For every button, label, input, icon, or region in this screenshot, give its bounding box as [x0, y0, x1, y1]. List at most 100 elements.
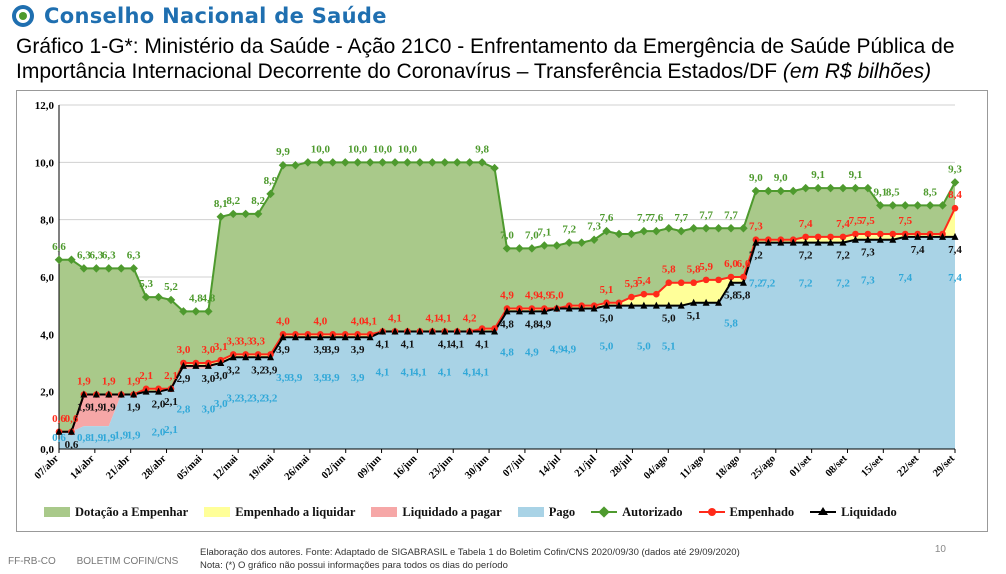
empenhado-data-label: 1,9	[102, 376, 116, 388]
autorizado-point	[166, 295, 176, 305]
empenhado-data-label: 6,0	[724, 258, 738, 270]
footer-note: Elaboração dos autores. Fonte: Adaptado …	[200, 546, 740, 572]
liquidado-point	[540, 307, 548, 315]
liquidado-point	[267, 353, 275, 361]
autorizado-point	[527, 244, 537, 253]
liquidado-point	[466, 327, 474, 335]
liquidado-point	[665, 301, 673, 309]
x-tick-label: 29/set	[931, 453, 957, 479]
autorizado-data-label: 7,1	[537, 226, 551, 238]
autorizado-point	[340, 158, 350, 167]
x-tick-label: 21/abr	[104, 453, 133, 482]
empenhado-data-label: 4,9	[537, 290, 551, 302]
empenhado-point	[814, 233, 822, 241]
legend-swatch-empenhado-liquidar	[204, 507, 231, 517]
legend-label: Dotação a Empenhar	[75, 504, 189, 519]
liquidado-point	[565, 304, 573, 312]
pago-data-label: 1,9	[102, 432, 116, 444]
liquidado-point	[515, 307, 523, 315]
legend-item-liquidado: Liquidado	[810, 505, 897, 520]
pago-data-label: 7,2	[836, 278, 850, 290]
liquidado-point	[341, 333, 349, 341]
autorizado-data-label: 10,0	[398, 143, 418, 155]
empenhado-data-label: 3,3	[251, 335, 265, 347]
liquidado-point	[416, 327, 424, 335]
liquidado-point	[329, 333, 337, 341]
legend-item-pago: Pago	[517, 505, 575, 520]
liquidado-point	[889, 235, 897, 243]
autorizado-point	[104, 264, 114, 273]
liquidado-point	[217, 359, 225, 366]
legend-label: Empenhado a liquidar	[235, 504, 356, 519]
empenhado-point	[677, 279, 685, 287]
liquidado-point	[130, 390, 138, 398]
empenhado-point	[628, 293, 635, 301]
empenhado-point	[690, 279, 697, 287]
autorizado-point	[403, 158, 412, 167]
autorizado-point	[316, 158, 325, 167]
x-tick-label: 21/jul	[573, 453, 599, 479]
liquidado-point	[204, 361, 212, 369]
pago-data-label: 3,9	[351, 372, 365, 384]
org-name: Conselho Nacional de Saúde	[44, 4, 387, 28]
x-tick-label: 30/jun	[463, 453, 491, 481]
autorizado-data-label: 8,2	[251, 195, 265, 207]
pago-data-label: 4,9	[562, 344, 576, 356]
liquidado-point	[876, 235, 884, 243]
autorizado-data-label: 9,0	[749, 172, 763, 184]
autorizado-data-label: 4,8	[189, 292, 203, 304]
empenhado-point	[665, 279, 673, 287]
empenhado-data-label: 3,3	[239, 335, 253, 347]
autorizado-point	[278, 160, 288, 170]
empenhado-data-label: 0,6	[65, 413, 79, 425]
x-tick-label: 22/set	[895, 453, 921, 479]
legend: Dotação a Empenhar Empenhado a liquidar …	[44, 502, 913, 522]
pago-data-label: 3,9	[289, 372, 303, 384]
autorizado-point	[204, 307, 213, 316]
liquidado-point	[117, 390, 125, 398]
autorizado-point	[228, 209, 238, 219]
liquidado-data-label: 4,8	[500, 318, 514, 330]
pago-data-label: 5,8	[724, 318, 738, 330]
empenhado-point	[827, 233, 834, 241]
liquidado-point	[491, 327, 499, 335]
liquidado-point	[80, 390, 88, 398]
pago-data-label: 3,9	[326, 372, 340, 384]
x-tick-label: 25/ago	[750, 453, 778, 481]
autorizado-point	[291, 160, 300, 170]
liquidado-data-label: 2,9	[177, 373, 191, 385]
liquidado-point	[752, 238, 760, 246]
liquidado-data-label: 4,8	[525, 318, 539, 330]
empenhado-data-label: 5,3	[625, 278, 639, 290]
autorizado-point	[440, 158, 450, 167]
empenhado-data-label: 5,1	[600, 284, 614, 296]
liquidado-point	[242, 353, 250, 361]
legend-label: Liquidado	[841, 504, 897, 519]
liquidado-data-label: 1,9	[102, 402, 116, 414]
liquidado-data-label: 5,8	[724, 290, 738, 302]
pago-data-label: 3,2	[226, 392, 240, 404]
pago-data-label: 3,9	[313, 372, 327, 384]
autorizado-data-label: 6,6	[52, 241, 66, 253]
pago-data-label: 3,9	[276, 372, 290, 384]
liquidado-point	[105, 390, 113, 398]
liquidado-point	[291, 333, 299, 341]
pago-data-label: 4,1	[401, 366, 415, 378]
liquidado-point	[478, 327, 486, 335]
empenhado-data-label: 5,0	[550, 290, 564, 302]
autorizado-data-label: 7,3	[587, 221, 601, 233]
liquidado-data-label: 4,1	[376, 338, 390, 350]
liquidado-point	[192, 361, 200, 369]
y-tick-label: 4,0	[40, 329, 54, 341]
asterisk-note: Nota: (*) O gráfico não possui informaçõ…	[200, 560, 508, 571]
pago-data-label: 4,8	[500, 346, 514, 358]
title-unit: (em R$ bilhões)	[782, 60, 932, 83]
pago-data-label: 1,9	[89, 432, 103, 444]
liquidado-point	[926, 232, 934, 240]
y-tick-label: 2,0	[40, 387, 54, 399]
liquidado-point	[627, 301, 635, 309]
autorizado-point	[428, 158, 437, 167]
autorizado-point	[502, 244, 512, 253]
liquidado-point	[379, 327, 387, 335]
liquidado-point	[827, 238, 835, 246]
